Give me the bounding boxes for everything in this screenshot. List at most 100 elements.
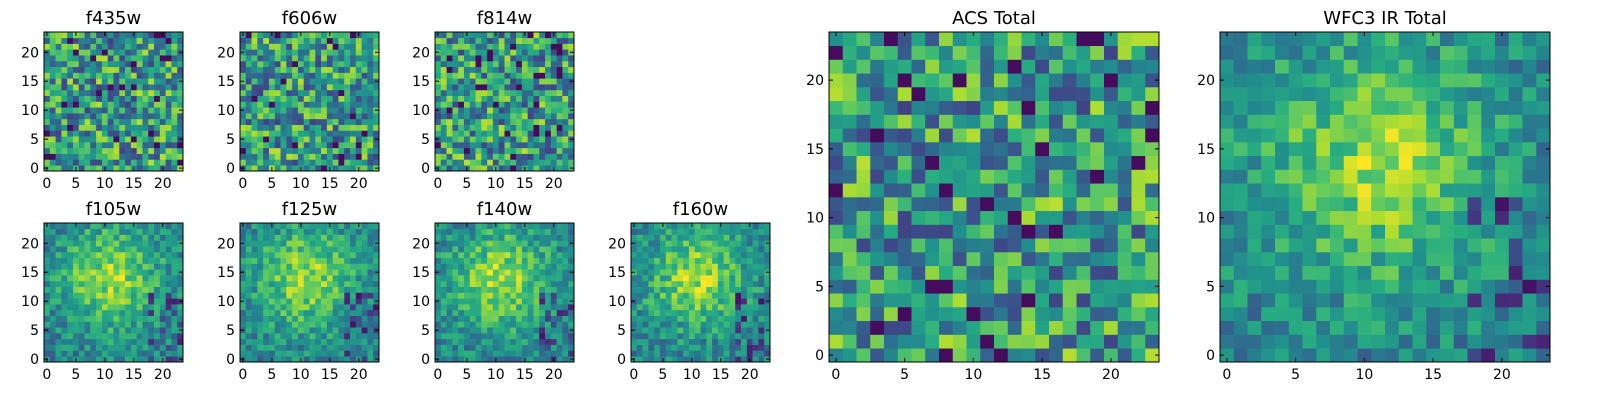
heatmap-cell [452,257,459,264]
heatmap-cell [527,60,534,68]
heatmap-cell [326,124,333,131]
heatmap-cell [568,223,575,230]
heatmap-cell [654,298,661,305]
heatmap-cell [469,101,476,108]
heatmap-cell [251,101,258,108]
heatmap-cell [939,169,954,184]
heatmap-cell [303,72,310,79]
heatmap-cell [297,315,305,322]
heatmap-cell [315,223,322,230]
heatmap-cell [107,275,114,282]
heatmap-cell [446,344,453,351]
heatmap-cell [539,234,546,241]
heatmap-cell [712,280,719,288]
heatmap-cell [884,169,899,184]
heatmap-cell [665,356,672,363]
heatmap-cell [303,60,310,68]
heatmap-cell [458,78,465,85]
heatmap-cell [107,344,114,351]
heatmap-cell [61,130,68,137]
heatmap-cell [764,228,771,235]
heatmap-cell [729,327,736,334]
heatmap-cell [980,307,995,322]
heatmap-cell [677,315,684,322]
heatmap-cell [533,344,540,351]
heatmap-cell [67,43,74,50]
heatmap-cell [1090,307,1105,322]
heatmap-cell [440,275,447,282]
heatmap-cell [171,280,178,288]
heatmap-cell [723,234,730,241]
heatmap-cell [1090,265,1105,280]
heatmap-cell [475,130,482,137]
heatmap-cell [463,286,471,293]
heatmap-cell [350,49,357,56]
heatmap-cell [84,142,91,149]
heatmap-cell [758,275,765,282]
heatmap-cell [516,228,523,235]
heatmap-cell [292,338,299,345]
heatmap-cell [177,32,184,39]
heatmap-cell [125,153,132,160]
heatmap-cell [688,298,696,305]
heatmap-cell [142,130,149,137]
heatmap-cell [292,315,299,322]
heatmap-cell [980,59,995,74]
heatmap-cell [568,304,575,311]
heatmap-cell [510,356,517,363]
heatmap-cell [723,309,730,316]
heatmap-cell [492,78,500,85]
heatmap-cell [55,275,62,282]
heatmap-cell [101,304,109,311]
heatmap-cell [527,153,534,160]
heatmap-cell [729,356,736,363]
heatmap-cell [1007,265,1022,280]
heatmap-cell [521,124,528,131]
heatmap-cell [367,350,374,357]
heatmap-cell [113,89,120,97]
heatmap-cell [315,327,322,334]
heatmap-cell [303,223,310,230]
heatmap-cell [44,333,51,340]
heatmap-cell [49,66,56,73]
heatmap-cell [504,257,511,264]
heatmap-cell [142,251,149,259]
heatmap-cell [78,309,85,316]
heatmap-cell [355,55,362,62]
heatmap-cell [90,246,97,253]
heatmap-cell [268,78,276,85]
heatmap-cell [90,60,97,68]
heatmap-cell [326,72,333,79]
heatmap-cell [492,298,500,305]
heatmap-cell [49,124,56,131]
heatmap-cell [245,113,252,120]
heatmap-cell [332,37,339,44]
heatmap-cell [1076,73,1091,88]
heatmap-cell [911,32,926,47]
heatmap-cell [309,338,316,345]
heatmap-cell [125,84,132,91]
heatmap-cell [303,269,310,276]
heatmap-cell [712,286,719,293]
heatmap-cell [309,309,316,316]
heatmap-cell [274,269,281,276]
heatmap-cell [344,298,351,305]
heatmap-cell [142,309,149,316]
heatmap-cell [96,43,103,50]
heatmap-cell [274,338,281,345]
heatmap-cell [142,344,149,351]
heatmap-cell [533,356,540,363]
heatmap-cell [309,159,316,166]
heatmap-cell [373,153,380,160]
heatmap-cell [119,159,126,166]
heatmap-cell [469,263,476,270]
heatmap-cell [758,344,765,351]
heatmap-cell [101,292,109,299]
heatmap-cell [344,101,351,108]
heatmap-cell [297,55,305,62]
heatmap-cell [452,240,459,247]
heatmap-cell [159,251,166,259]
heatmap-cell [1357,293,1372,308]
heatmap-cell [286,113,293,120]
heatmap-cell [487,66,494,73]
